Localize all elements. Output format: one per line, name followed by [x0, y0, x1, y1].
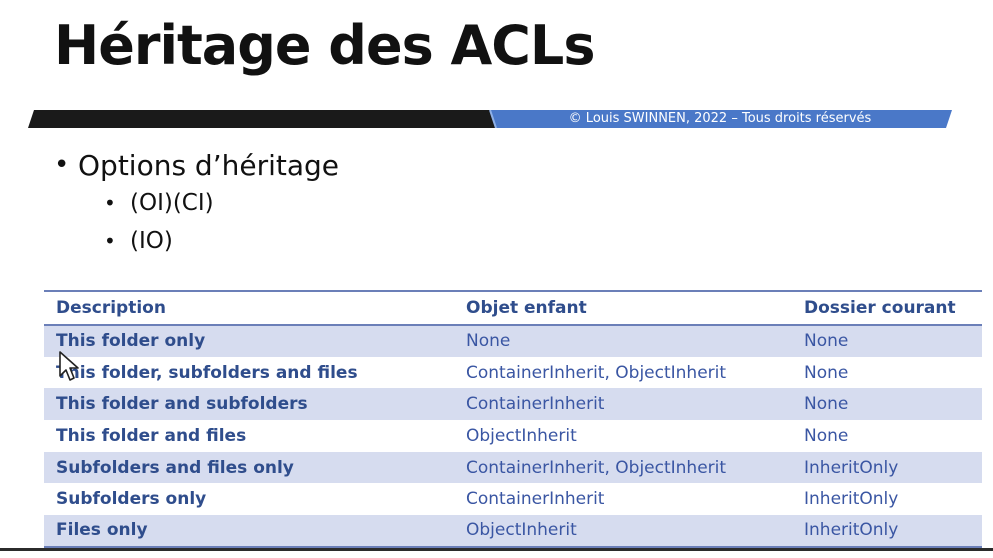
cell-description: This folder, subfolders and files [44, 356, 454, 389]
slide-title: Héritage des ACLs [54, 14, 595, 77]
cell-objet-enfant: None [454, 325, 792, 357]
cell-description: This folder and subfolders [44, 388, 454, 421]
bottom-border [0, 548, 993, 551]
inheritance-table: Description Objet enfant Dossier courant… [44, 290, 982, 548]
header-description: Description [44, 290, 454, 326]
cell-dossier-courant: None [792, 356, 982, 389]
cell-dossier-courant: None [792, 388, 982, 421]
cell-description: Subfolders only [44, 483, 454, 516]
table-row: Subfolders only ContainerInherit Inherit… [44, 483, 982, 516]
cell-dossier-courant: InheritOnly [792, 515, 982, 548]
bullet-sub-text: (IO) [130, 228, 173, 254]
table-row: This folder and subfolders ContainerInhe… [44, 388, 982, 421]
table-row: This folder, subfolders and files Contai… [44, 356, 982, 389]
header-objet-enfant: Objet enfant [454, 290, 792, 326]
bullet-sub-text: (OI)(CI) [130, 190, 214, 216]
cell-dossier-courant: InheritOnly [792, 483, 982, 516]
bullet-dot-icon: • [104, 191, 116, 215]
table-row: Subfolders and files only ContainerInher… [44, 451, 982, 484]
cell-description: Subfolders and files only [44, 451, 454, 484]
header-band-graphic [28, 110, 952, 128]
cell-objet-enfant: ObjectInherit [454, 420, 792, 452]
header-band [28, 110, 952, 128]
table-header-row: Description Objet enfant Dossier courant [44, 290, 982, 326]
bullet-list: • Options d’héritage • (OI)(CI) • (IO) [54, 146, 339, 260]
table-row: This folder and files ObjectInherit None [44, 420, 982, 452]
table-row: Files only ObjectInherit InheritOnly [44, 515, 982, 548]
cell-description: Files only [44, 515, 454, 548]
cell-objet-enfant: ContainerInherit, ObjectInherit [454, 451, 792, 484]
copyright-notice: © Louis SWINNEN, 2022 – Tous droits rése… [568, 111, 872, 126]
bullet-dot-icon: • [104, 229, 116, 253]
bullet-main-text: Options d’héritage [78, 148, 340, 182]
cell-dossier-courant: None [792, 325, 982, 357]
cell-objet-enfant: ContainerInherit, ObjectInherit [454, 356, 792, 389]
cell-dossier-courant: None [792, 420, 982, 452]
cell-description: This folder only [44, 325, 454, 357]
bullet-item-main: • Options d’héritage [54, 146, 339, 184]
header-dossier-courant: Dossier courant [792, 290, 982, 326]
bullet-dot-icon: • [54, 150, 70, 180]
bullet-item-sub: • (OI)(CI) [104, 184, 339, 222]
cell-description: This folder and files [44, 420, 454, 452]
bullet-item-sub: • (IO) [104, 222, 339, 260]
cell-objet-enfant: ObjectInherit [454, 515, 792, 548]
cell-objet-enfant: ContainerInherit [454, 388, 792, 421]
cell-dossier-courant: InheritOnly [792, 451, 982, 484]
table-row: This folder only None None [44, 325, 982, 357]
cell-objet-enfant: ContainerInherit [454, 483, 792, 516]
